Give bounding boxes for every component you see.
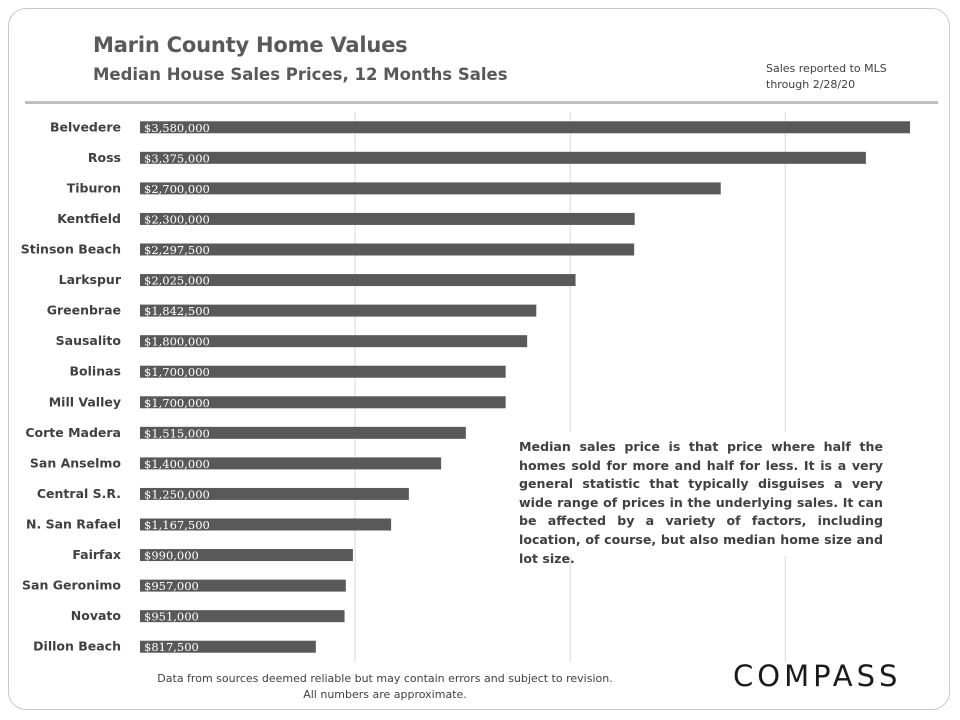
category-label-kentfield: Kentfield xyxy=(57,211,121,226)
bar-bolinas xyxy=(140,365,506,378)
category-label-belvedere: Belvedere xyxy=(50,119,121,134)
value-label-belvedere: $3,580,000 xyxy=(144,121,210,135)
value-label-kentfield: $2,300,000 xyxy=(144,212,210,226)
value-label-novato: $951,000 xyxy=(144,610,199,624)
bar-mill-valley xyxy=(140,396,506,409)
value-label-central-s-r: $1,250,000 xyxy=(144,487,210,501)
compass-logo: COMPASS xyxy=(733,659,902,693)
bar-novato xyxy=(140,610,345,623)
data-note-line-2: through 2/28/20 xyxy=(766,78,856,91)
bar-larkspur xyxy=(140,274,576,287)
value-label-sausalito: $1,800,000 xyxy=(144,335,210,349)
chart-title: Marin County Home Values xyxy=(93,33,408,57)
category-label-san-anselmo: San Anselmo xyxy=(30,455,121,470)
footer-disclaimer: Data from sources deemed reliable but ma… xyxy=(130,671,640,703)
bar-stinson-beach xyxy=(140,243,635,256)
category-label-mill-valley: Mill Valley xyxy=(49,394,121,409)
bar-kentfield xyxy=(140,212,635,225)
value-label-san-anselmo: $1,400,000 xyxy=(144,457,210,471)
bar-belvedere xyxy=(140,121,910,134)
value-label-larkspur: $2,025,000 xyxy=(144,274,210,288)
header-divider xyxy=(25,101,938,104)
value-label-mill-valley: $1,700,000 xyxy=(144,396,210,410)
category-label-greenbrae: Greenbrae xyxy=(47,303,121,318)
category-label-dillon-beach: Dillon Beach xyxy=(33,639,121,654)
chart-frame xyxy=(8,8,950,710)
category-label-fairfax: Fairfax xyxy=(72,547,121,562)
bar-n-san-rafael xyxy=(140,518,392,531)
bar-tiburon xyxy=(140,182,721,195)
footer-line-1: Data from sources deemed reliable but ma… xyxy=(157,672,613,685)
value-label-dillon-beach: $817,500 xyxy=(144,640,199,654)
category-label-central-s-r: Central S.R. xyxy=(37,486,121,501)
value-label-stinson-beach: $2,297,500 xyxy=(144,243,210,257)
bar-dillon-beach xyxy=(140,640,316,653)
value-label-greenbrae: $1,842,500 xyxy=(144,304,210,318)
value-label-n-san-rafael: $1,167,500 xyxy=(144,518,210,532)
category-label-stinson-beach: Stinson Beach xyxy=(21,242,121,257)
bar-san-anselmo xyxy=(140,457,442,470)
category-label-novato: Novato xyxy=(71,608,122,623)
category-label-n-san-rafael: N. San Rafael xyxy=(26,517,121,532)
value-label-ross: $3,375,000 xyxy=(144,151,210,165)
value-label-corte-madera: $1,515,000 xyxy=(144,426,210,440)
category-label-ross: Ross xyxy=(88,150,121,165)
chart-subtitle: Median House Sales Prices, 12 Months Sal… xyxy=(93,65,508,84)
category-label-corte-madera: Corte Madera xyxy=(25,425,121,440)
category-label-bolinas: Bolinas xyxy=(70,364,121,379)
value-label-fairfax: $990,000 xyxy=(144,549,199,563)
value-label-tiburon: $2,700,000 xyxy=(144,182,210,196)
bar-greenbrae xyxy=(140,304,537,317)
bar-fairfax xyxy=(140,549,353,562)
data-note-line-1: Sales reported to MLS xyxy=(766,62,887,75)
data-note: Sales reported to MLS through 2/28/20 xyxy=(766,61,916,93)
value-label-san-geronimo: $957,000 xyxy=(144,579,199,593)
footer-line-2: All numbers are approximate. xyxy=(303,688,467,701)
bar-central-s-r xyxy=(140,487,409,500)
category-label-sausalito: Sausalito xyxy=(56,333,122,348)
category-label-san-geronimo: San Geronimo xyxy=(22,578,121,593)
bar-ross xyxy=(140,151,866,164)
category-label-tiburon: Tiburon xyxy=(67,180,121,195)
value-label-bolinas: $1,700,000 xyxy=(144,365,210,379)
bar-san-geronimo xyxy=(140,579,346,592)
category-label-larkspur: Larkspur xyxy=(59,272,122,287)
bar-corte-madera xyxy=(140,426,466,439)
median-explanation-box: Median sales price is that price where h… xyxy=(510,432,890,566)
bar-sausalito xyxy=(140,335,528,348)
